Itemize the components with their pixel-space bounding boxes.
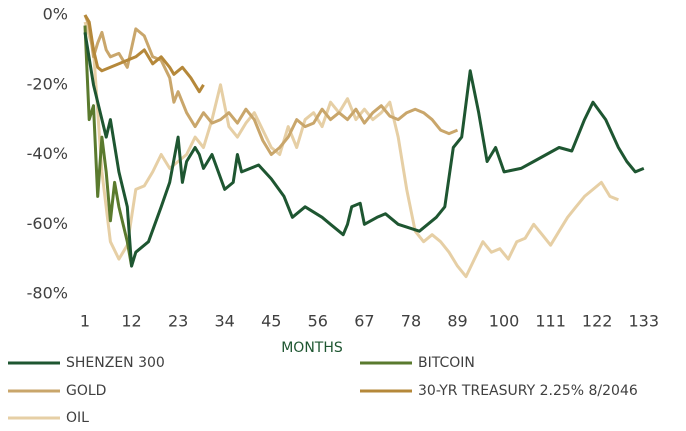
series-line <box>83 14 205 94</box>
x-tick-label: 67 <box>354 312 374 331</box>
x-tick-label: 45 <box>261 312 281 331</box>
x-axis-label: MONTHS <box>281 340 343 356</box>
x-tick-label: 78 <box>401 312 421 331</box>
y-tick-label: -60% <box>27 214 68 233</box>
y-tick-label: -40% <box>27 144 68 163</box>
legend-label: OIL <box>66 410 89 426</box>
legend-label: BITCOIN <box>418 355 475 371</box>
x-tick-label: 1 <box>80 312 90 331</box>
series-line <box>83 32 645 268</box>
x-tick-label: 56 <box>308 312 328 331</box>
legend-label: 30-YR TREASURY 2.25% 8/2046 <box>418 383 638 399</box>
y-tick-label: -80% <box>27 284 68 303</box>
x-tick-label: 34 <box>215 312 235 331</box>
legend-label: SHENZEN 300 <box>66 355 165 371</box>
x-tick-label: 122 <box>582 312 613 331</box>
x-tick-label: 23 <box>168 312 188 331</box>
y-tick-label: -20% <box>27 74 68 93</box>
legend-label: GOLD <box>66 383 106 399</box>
series-line <box>83 14 459 156</box>
x-tick-label: 133 <box>628 312 659 331</box>
series-line <box>83 25 134 267</box>
x-tick-label: 89 <box>447 312 467 331</box>
x-tick-label: 12 <box>121 312 141 331</box>
x-tick-label: 111 <box>535 312 566 331</box>
x-tick-label: 100 <box>489 312 520 331</box>
y-tick-label: 0% <box>43 5 68 24</box>
